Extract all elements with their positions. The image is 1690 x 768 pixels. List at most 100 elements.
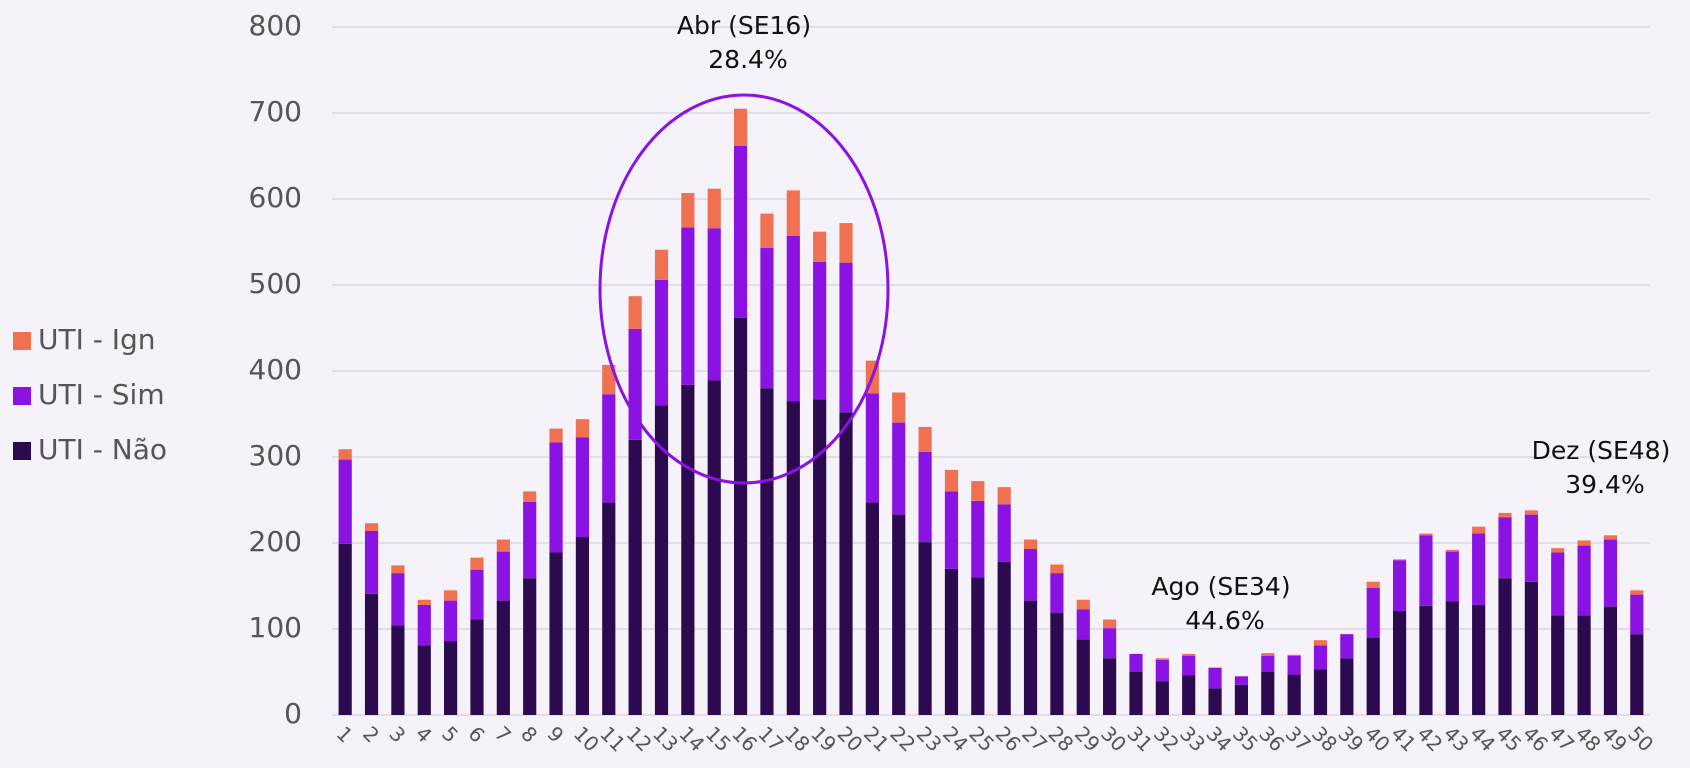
bar-segment — [760, 213, 774, 249]
bar-segment — [733, 108, 748, 146]
bar-segment — [892, 392, 906, 423]
bar-segment — [892, 514, 906, 715]
bar-segment — [1234, 676, 1249, 685]
bar-segment — [1630, 594, 1644, 635]
bar-segment — [1603, 606, 1618, 715]
legend-swatch — [13, 442, 31, 460]
bar-segment — [1498, 517, 1512, 579]
bar-segment — [760, 248, 774, 389]
annotation-label: Abr (SE16) — [677, 11, 811, 40]
bar-segment — [1551, 552, 1565, 616]
bar-segment — [654, 405, 669, 715]
bar-segment — [1524, 581, 1538, 715]
legend-label: UTI - Sim — [38, 378, 165, 411]
bar-segment — [1630, 590, 1644, 595]
bar-segment — [391, 625, 405, 715]
bar-segment — [1103, 619, 1117, 629]
legend-swatch — [13, 387, 31, 405]
bar-segment — [523, 578, 537, 715]
bar-segment — [786, 401, 800, 715]
bar-segment — [839, 223, 853, 263]
bar-segment — [1524, 510, 1538, 515]
bar-segment — [1287, 655, 1301, 675]
bar-segment — [444, 600, 458, 642]
y-tick-label: 800 — [249, 9, 302, 42]
bar-segment — [1103, 628, 1117, 659]
bar-segment — [1392, 559, 1407, 561]
bar-segment — [760, 388, 774, 715]
bar-segment — [865, 502, 879, 715]
bar-segment — [1419, 535, 1433, 606]
bar-segment — [1340, 658, 1354, 715]
bar-segment — [839, 412, 853, 715]
bar-segment — [602, 394, 616, 503]
bar-segment — [628, 439, 642, 715]
highlight-ellipse — [598, 93, 890, 485]
bar-segment — [707, 380, 721, 715]
bar-segment — [1287, 674, 1301, 715]
legend-label: UTI - Ign — [38, 323, 156, 356]
bar-segment — [1340, 634, 1354, 659]
bar-segment — [1023, 539, 1038, 550]
annotation-label: Dez (SE48) — [1532, 436, 1671, 465]
bar-segment — [628, 296, 642, 329]
bar-segment — [1366, 587, 1380, 638]
bar-segment — [707, 188, 721, 229]
bar-segment — [391, 565, 405, 574]
bar-segment — [1472, 533, 1486, 605]
bar-segment — [417, 604, 431, 646]
bar-segment — [338, 543, 352, 715]
bar-segment — [1182, 675, 1196, 715]
bar-segment — [971, 577, 985, 715]
bar-segment — [417, 599, 431, 605]
bar-segment — [918, 426, 932, 452]
bar-segment — [1155, 658, 1169, 660]
bar-segment — [1603, 535, 1618, 540]
bar-segment — [470, 619, 484, 715]
bar-segment — [1392, 610, 1407, 715]
bar-segment — [733, 317, 748, 715]
bar-segment — [1313, 640, 1328, 646]
bar-segment — [813, 231, 827, 262]
bar-segment — [813, 261, 827, 400]
bar-segment — [444, 590, 458, 601]
bar-segment — [496, 551, 510, 601]
bar-segment — [602, 502, 616, 715]
bar-segment — [1524, 514, 1538, 582]
bar-segment — [997, 504, 1011, 562]
bar-segment — [1023, 549, 1038, 601]
bar-segment — [496, 600, 510, 715]
y-tick-label: 0 — [284, 697, 302, 730]
bar-segment — [1261, 653, 1275, 656]
y-tick-label: 700 — [249, 95, 302, 128]
bar-segment — [1577, 540, 1591, 546]
bar-segment — [1419, 605, 1433, 715]
bar-segment — [1261, 655, 1275, 672]
bar-segment — [839, 262, 853, 413]
bar-segment — [1182, 655, 1196, 676]
bar-segment — [470, 557, 484, 570]
bar-segment — [1129, 653, 1143, 672]
y-tick-label: 300 — [249, 439, 302, 472]
bar-segment — [1050, 573, 1064, 613]
bar-segment — [813, 399, 827, 715]
bar-segment — [654, 249, 669, 280]
bar-segment — [496, 539, 510, 552]
bar-segment — [944, 469, 959, 492]
bar-segment — [1076, 599, 1090, 610]
annotation-label: Ago (SE34) — [1151, 572, 1290, 601]
bar-segment — [1234, 684, 1249, 715]
bar-segment — [444, 641, 458, 715]
bar-segment — [892, 422, 906, 515]
bar-segment — [1419, 533, 1433, 536]
annotation-value: 28.4% — [708, 45, 787, 74]
bar-segment — [971, 481, 985, 501]
bar-segment — [338, 459, 352, 544]
annotation-value: 44.6% — [1185, 606, 1264, 635]
bar-segment — [1155, 659, 1169, 682]
bar-segment — [364, 530, 379, 594]
bar-segment — [971, 500, 985, 578]
bar-segment — [523, 491, 537, 502]
bar-segment — [1392, 560, 1407, 611]
